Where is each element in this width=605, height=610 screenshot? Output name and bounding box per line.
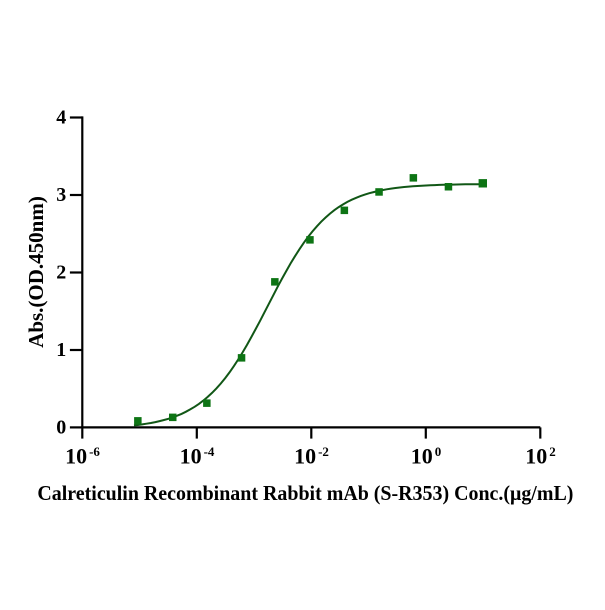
svg-text:Abs.(OD.450nm): Abs.(OD.450nm) (24, 196, 48, 348)
svg-text:4: 4 (56, 107, 66, 129)
svg-text:Calreticulin Recombinant Rabbi: Calreticulin Recombinant Rabbit mAb (S-R… (37, 481, 573, 505)
svg-text:3: 3 (56, 184, 66, 206)
svg-text:1: 1 (56, 339, 66, 361)
svg-text:0: 0 (56, 416, 66, 438)
svg-text:2: 2 (56, 262, 66, 284)
